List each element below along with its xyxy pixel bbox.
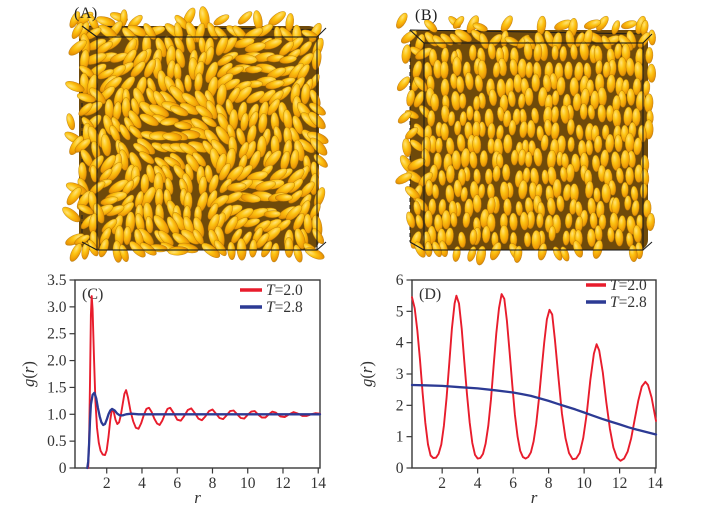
legend-label-0: T=2.0 xyxy=(610,277,647,294)
y-tick-label: 1.5 xyxy=(47,379,67,396)
panel-b-label: (B) xyxy=(415,7,438,24)
x-tick-label: 10 xyxy=(576,475,592,492)
y-tick-label: 0 xyxy=(396,460,404,477)
ellipsoid-particles xyxy=(62,6,329,263)
y-tick-label: 1.0 xyxy=(47,406,67,423)
y-tick-label: 4 xyxy=(396,335,404,352)
y-tick-label: 0.5 xyxy=(47,433,67,450)
series-line-1 xyxy=(86,391,322,470)
panel-a-simulation-snapshot xyxy=(62,6,329,263)
legend: T=2.0T=2.8 xyxy=(586,277,647,311)
legend-label-1: T=2.8 xyxy=(610,294,647,311)
x-tick-label: 12 xyxy=(275,475,291,492)
series-line-1 xyxy=(410,383,658,436)
legend: T=2.0T=2.8 xyxy=(240,282,303,316)
y-tick-label: 5 xyxy=(396,303,404,320)
panel-a: (A) xyxy=(58,2,344,264)
x-tick-label: 6 xyxy=(173,475,181,492)
x-tick-label: 8 xyxy=(209,475,217,492)
panel-label: (D) xyxy=(419,286,441,303)
x-tick-label: 14 xyxy=(647,475,663,492)
legend-label-0: T=2.0 xyxy=(266,282,303,299)
axes: 2 4 6 8 10 12 14 0 0.5 1.0 1.5 2.0 2.5 3.0 3.5 xyxy=(47,272,326,492)
x-axis-label: r xyxy=(194,488,201,507)
x-tick-label: 4 xyxy=(138,475,146,492)
y-tick-label: 3.0 xyxy=(47,299,67,316)
x-tick-label: 8 xyxy=(545,475,553,492)
y-axis-label: g(r) xyxy=(357,361,376,387)
box-front-edges xyxy=(81,25,327,251)
panel-b-simulation-snapshot xyxy=(395,12,657,266)
x-tick-label: 6 xyxy=(509,475,517,492)
y-tick-label: 6 xyxy=(396,272,404,289)
y-tick-label: 0 xyxy=(59,460,67,477)
ellipsoid-particles xyxy=(395,12,657,266)
y-axis-label: g(r) xyxy=(19,361,38,387)
x-tick-label: 2 xyxy=(438,475,446,492)
y-tick-label: 2.0 xyxy=(47,353,67,370)
y-tick-label: 2 xyxy=(396,397,404,414)
panel-a-label: (A) xyxy=(74,5,98,22)
y-tick-label: 2.5 xyxy=(47,326,67,343)
y-tick-label: 3 xyxy=(396,366,404,383)
x-tick-label: 12 xyxy=(612,475,628,492)
y-tick-label: 1 xyxy=(396,429,404,446)
y-tick-label: 3.5 xyxy=(47,272,67,289)
x-tick-label: 10 xyxy=(240,475,256,492)
series xyxy=(410,293,658,462)
panel-label: (C) xyxy=(82,286,103,303)
panel-b: (B) xyxy=(395,2,681,266)
x-tick-label: 14 xyxy=(310,475,326,492)
x-tick-label: 4 xyxy=(474,475,482,492)
series-line-0 xyxy=(87,295,321,469)
legend-label-1: T=2.8 xyxy=(266,299,303,316)
series xyxy=(86,295,322,470)
panel-c-gr-chart: 2 4 6 8 10 12 14 0 0.5 1.0 1.5 2.0 2.5 3.0 3.5 r g(r) (C)… xyxy=(19,272,326,507)
series-line-0 xyxy=(411,293,657,462)
x-tick-label: 2 xyxy=(103,475,111,492)
box-front-edges xyxy=(409,29,653,251)
x-axis-label: r xyxy=(531,488,538,507)
